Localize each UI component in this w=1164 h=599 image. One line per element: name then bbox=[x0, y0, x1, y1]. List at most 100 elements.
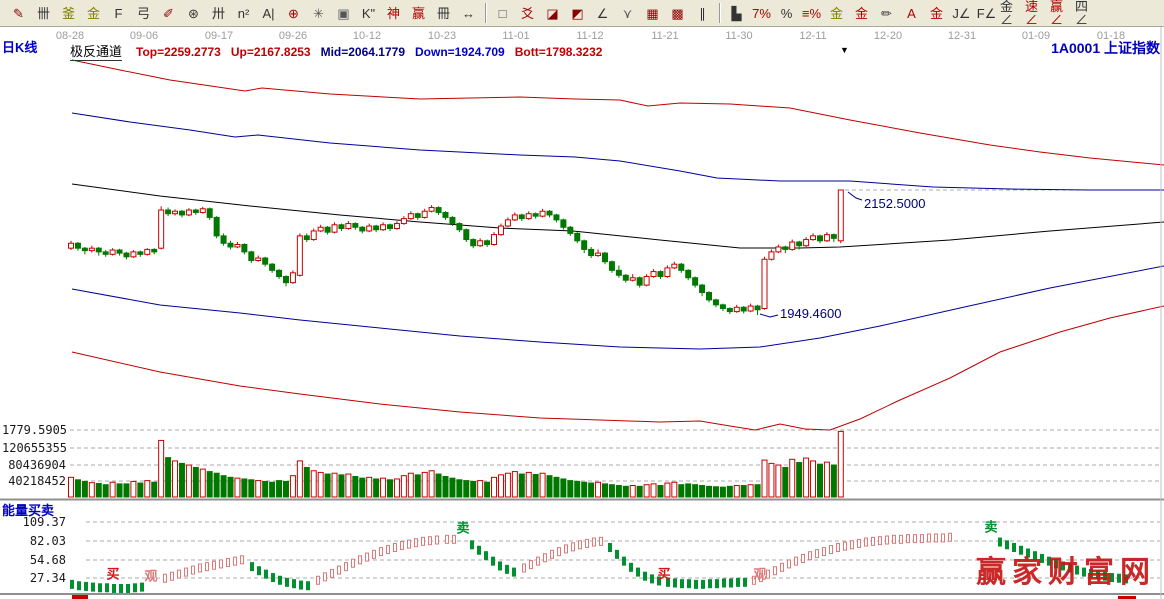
win-angle-icon[interactable]: 赢∠ bbox=[1050, 0, 1064, 27]
signal-watch-label: 观 bbox=[753, 566, 767, 582]
date-axis-label: 12-20 bbox=[873, 30, 903, 42]
channel-line-up-blue bbox=[71, 112, 1164, 191]
overlay-name-label: 极反通道 bbox=[70, 41, 123, 61]
volume-scale-label: 120655355 bbox=[2, 441, 68, 455]
date-axis-label: 10-12 bbox=[352, 30, 382, 42]
shaded-box-icon[interactable]: ◩ bbox=[571, 5, 584, 21]
shen-tool-icon[interactable]: 神 bbox=[386, 5, 400, 21]
gold-bar-icon[interactable]: 金 bbox=[854, 5, 868, 21]
clipped-panel-fragment bbox=[72, 595, 88, 599]
watermark-text: 赢家财富网 bbox=[976, 555, 1156, 590]
cycle-clock-icon[interactable]: ⊛ bbox=[188, 5, 199, 21]
symbol-label: 1A0001 上证指数 bbox=[1051, 40, 1160, 56]
width-measure-icon[interactable]: ↔ bbox=[462, 5, 475, 21]
energy-indicator-series bbox=[70, 532, 1128, 593]
gold-icon[interactable]: 金 bbox=[86, 5, 100, 21]
percent-lines-icon[interactable]: ≡% bbox=[801, 5, 822, 21]
period-label: 日K线 bbox=[2, 40, 38, 55]
indicator-scale-label: 109.37 bbox=[22, 515, 66, 529]
date-axis-label: 11-12 bbox=[576, 30, 604, 42]
volume-scale-label: 40218452 bbox=[8, 474, 66, 488]
overlay-param-value: Mid=2064.1779 bbox=[320, 45, 405, 59]
sub-indicator-title: 能量买卖 bbox=[2, 503, 55, 518]
text-annotation-icon[interactable]: A| bbox=[262, 5, 275, 21]
channel-line-down-blue bbox=[71, 265, 1164, 350]
ruler-grid-icon[interactable]: 卅 bbox=[211, 5, 225, 21]
percent-seven-icon[interactable]: 7% bbox=[752, 5, 771, 21]
panel-separator bbox=[0, 593, 1164, 595]
gold-kettle-icon[interactable]: 釜 bbox=[61, 5, 75, 21]
high-price-annotation: 2152.5000 bbox=[864, 196, 926, 211]
channel-line-mid-black bbox=[71, 183, 1164, 249]
win-tool-icon[interactable]: 赢 bbox=[411, 5, 425, 21]
chart-canvas[interactable] bbox=[0, 27, 1164, 599]
date-axis-label: 11-30 bbox=[725, 30, 753, 42]
date-axis-label: 12-11 bbox=[799, 30, 827, 42]
interval-stat-icon[interactable]: ▙ bbox=[731, 5, 742, 21]
overlay-param-value: Down=1924.709 bbox=[415, 45, 505, 59]
indicator-scale-label: 27.34 bbox=[29, 571, 66, 585]
clipped-panel-fragment bbox=[1118, 596, 1136, 599]
gold-circle-icon[interactable]: 金 bbox=[829, 5, 843, 21]
date-axis-label: 09-17 bbox=[204, 30, 234, 42]
low-annotation-leader bbox=[759, 313, 779, 318]
signal-watch-label: 观 bbox=[144, 568, 158, 584]
four-angle-icon[interactable]: 四∠ bbox=[1075, 0, 1089, 27]
k-line-icon[interactable]: K" bbox=[361, 5, 376, 21]
channel-line-bott-red bbox=[71, 305, 1164, 431]
date-axis-label: 01-09 bbox=[1021, 30, 1051, 42]
draw-pen-icon[interactable]: ✎ bbox=[13, 5, 24, 21]
f-angle-icon[interactable]: F∠ bbox=[976, 5, 997, 21]
wave-a-icon[interactable]: A bbox=[907, 5, 916, 21]
drawing-toolbar: ✎ 卌釜金 F 弓 ✐ ⊛ 卅 n² A| ⊕ ✳ ▣ K" 神赢冊 ↔ □ 爻 ◪ ◩ ∠ ⋎ ▦ ▩ ∥ ▙ 7%% ≡% 金金 ✏… bbox=[0, 0, 1164, 27]
box-select-icon[interactable]: □ bbox=[498, 5, 507, 21]
web-grid-icon[interactable]: ▣ bbox=[337, 5, 350, 21]
date-axis-label: 12-31 bbox=[947, 30, 977, 42]
trend-lines-icon[interactable]: ∠ bbox=[596, 5, 609, 21]
crosshair-target-icon[interactable]: ⊕ bbox=[288, 5, 299, 21]
overlay-params-row: 极反通道 Top=2259.2773 Up=2167.8253 Mid=2064.1… bbox=[70, 41, 612, 61]
price-scale-label: 1779.5905 bbox=[2, 423, 68, 437]
pencil-tool-icon[interactable]: ✐ bbox=[163, 5, 174, 21]
grid-box-icon[interactable]: ▩ bbox=[671, 5, 684, 21]
parallel-lines-icon[interactable]: ∥ bbox=[699, 5, 706, 21]
date-axis-label: 01-18 bbox=[1096, 30, 1126, 42]
chart-area[interactable]: 日K线 极反通道 Top=2259.2773 Up=2167.8253 Mid=20… bbox=[0, 27, 1164, 599]
toolbar-separator bbox=[485, 3, 486, 23]
spiral-icon[interactable]: 弓 bbox=[136, 5, 150, 21]
gold-angle-icon[interactable]: 金∠ bbox=[1000, 0, 1014, 27]
date-axis-label: 09-26 bbox=[278, 30, 308, 42]
ray-fan-icon[interactable]: 爻 bbox=[520, 5, 534, 21]
low-price-annotation: 1949.4600 bbox=[780, 306, 842, 321]
signal-buy-label: 买 bbox=[657, 566, 671, 582]
signal-sell-label: 卖 bbox=[984, 519, 998, 535]
percent-icon[interactable]: % bbox=[780, 5, 793, 21]
hash-grid-icon[interactable]: 卌 bbox=[36, 5, 50, 21]
abacus-icon[interactable]: 冊 bbox=[436, 5, 450, 21]
overlay-param-value: Bott=1798.3232 bbox=[514, 45, 603, 59]
date-axis-label: 09-06 bbox=[129, 30, 159, 42]
channel-line-top-red bbox=[71, 59, 1164, 166]
candlestick-series bbox=[68, 189, 844, 316]
j-angle-icon[interactable]: J∠ bbox=[952, 5, 971, 21]
brush-icon[interactable]: ✏ bbox=[881, 5, 892, 21]
signal-buy-label: 买 bbox=[106, 566, 120, 582]
date-axis-label: 11-01 bbox=[502, 30, 530, 42]
signal-sell-label: 卖 bbox=[456, 520, 470, 536]
n-squared-icon[interactable]: n² bbox=[237, 5, 250, 21]
high-annotation-leader bbox=[847, 191, 863, 201]
overlay-param-value: Up=2167.8253 bbox=[230, 45, 311, 59]
shaded-fan-icon[interactable]: ◪ bbox=[546, 5, 559, 21]
f-gann-icon[interactable]: F bbox=[114, 5, 123, 21]
gold-triple-icon[interactable]: 金 bbox=[929, 5, 943, 21]
grid-red-icon[interactable]: ▦ bbox=[646, 5, 659, 21]
toolbar-separator bbox=[719, 3, 720, 23]
volume-series bbox=[68, 430, 844, 498]
volume-scale-label: 80436904 bbox=[8, 458, 66, 472]
star-burst-icon[interactable]: ✳ bbox=[313, 5, 324, 21]
v-lines-icon[interactable]: ⋎ bbox=[622, 5, 633, 21]
speed-angle-icon[interactable]: 速∠ bbox=[1025, 0, 1039, 27]
date-axis-label: 11-21 bbox=[651, 30, 679, 42]
cursor-triangle-marker: ▼ bbox=[840, 45, 849, 55]
